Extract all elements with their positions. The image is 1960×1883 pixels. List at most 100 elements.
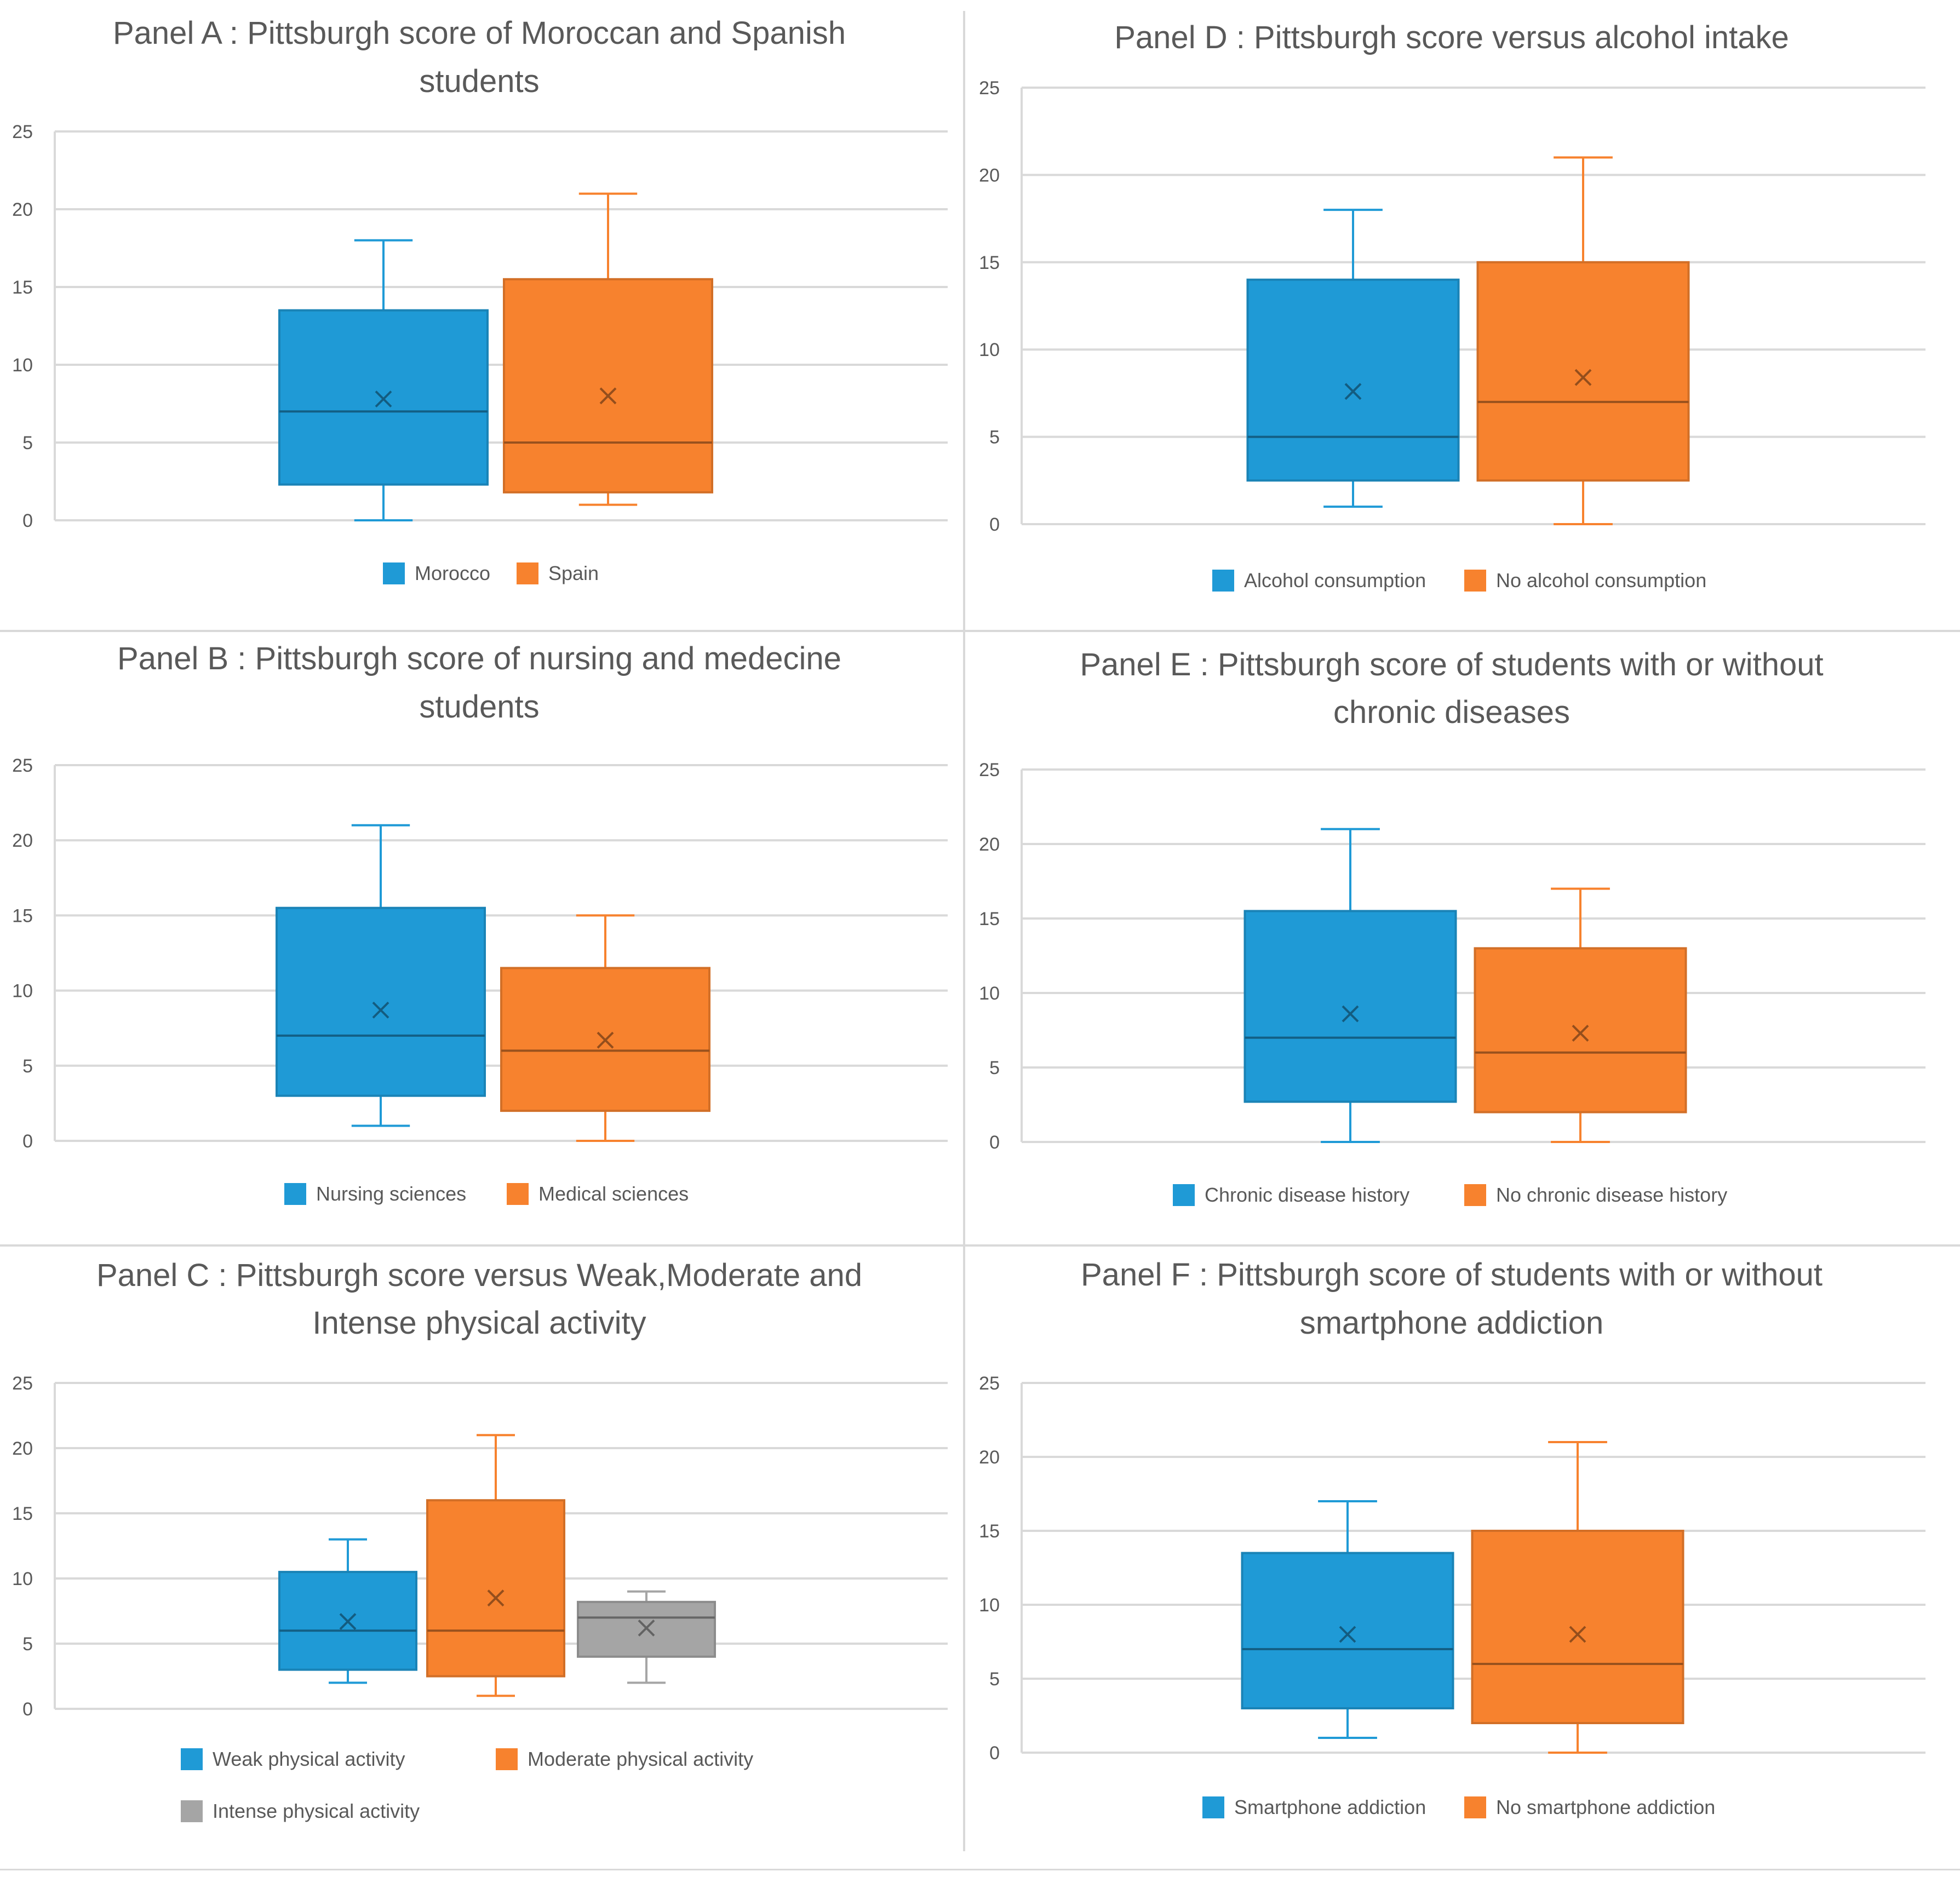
panel-e-ytick-label: 5 — [989, 1058, 1000, 1078]
panel-d-title-line: Panel D : Pittsburgh score versus alcoho… — [1114, 20, 1789, 55]
panel-a-ytick-label: 20 — [12, 199, 33, 220]
panel-d-ytick-label: 15 — [979, 252, 1000, 273]
panel-c-ytick-label: 5 — [22, 1634, 33, 1655]
panel-d-legend-swatch — [1464, 570, 1486, 592]
panel-b-ytick-label: 10 — [12, 981, 33, 1002]
panel-a-legend-label: Spain — [548, 562, 599, 584]
panel-a-legend-swatch — [517, 562, 538, 584]
panel-d-box-1 — [1476, 156, 1690, 525]
panel-b-box-1 — [500, 914, 710, 1142]
panel-e-chart: Panel E : Pittsburgh score of students w… — [967, 635, 1953, 1238]
panel-f-iqr-box — [1471, 1530, 1684, 1724]
panel-d-mean-marker — [1344, 383, 1362, 400]
panel-c-svg: Panel C : Pittsburgh score versus Weak,M… — [12, 1258, 948, 1822]
panel-e-mean-marker — [1572, 1025, 1589, 1042]
panel-d-iqr-box — [1246, 278, 1460, 482]
panel-b-chart: Panel B : Pittsburgh score of nursing an… — [0, 635, 959, 1238]
panel-a-legend-label: Morocco — [415, 562, 490, 584]
panel-e-ytick-label: 20 — [979, 834, 1000, 855]
panel-d-legend-label: No alcohol consumption — [1496, 569, 1706, 592]
panel-a-legend-swatch — [383, 562, 405, 584]
panel-d-box-0 — [1246, 209, 1460, 508]
panel-f-iqr-box — [1241, 1552, 1454, 1709]
panel-e-ytick-label: 15 — [979, 909, 1000, 929]
panel-e-ytick-label: 25 — [979, 760, 1000, 780]
panel-f-ytick-label: 0 — [989, 1743, 1000, 1764]
panel-c-title-line: Panel C : Pittsburgh score versus Weak,M… — [96, 1258, 862, 1293]
panel-b-title-line: students — [419, 689, 539, 725]
panel-d-ytick-label: 5 — [989, 427, 1000, 448]
panel-e-title-line: Panel E : Pittsburgh score of students w… — [1080, 647, 1823, 682]
vertical-divider — [963, 11, 965, 1851]
panel-f-box-0 — [1241, 1500, 1454, 1739]
horizontal-divider-2 — [0, 1244, 1960, 1247]
panel-f-ytick-label: 25 — [979, 1373, 1000, 1394]
panel-a-chart: Panel A : Pittsburgh score of Moroccan a… — [0, 0, 959, 630]
panel-b-legend-swatch — [507, 1183, 529, 1205]
panel-b-legend-label: Nursing sciences — [316, 1182, 466, 1205]
panel-b-mean-marker — [597, 1031, 614, 1049]
panel-f-svg: Panel F : Pittsburgh score of students w… — [979, 1257, 1925, 1818]
panel-c-box-0 — [278, 1538, 417, 1684]
panel-d-ytick-label: 0 — [989, 514, 1000, 535]
panel-a-box-0 — [278, 239, 489, 521]
panel-b-svg: Panel B : Pittsburgh score of nursing an… — [12, 641, 948, 1205]
panel-f-mean-marker — [1569, 1626, 1586, 1643]
panel-a-ytick-label: 5 — [22, 433, 33, 453]
panel-c-iqr-box — [426, 1499, 565, 1678]
panel-b-title-line: Panel B : Pittsburgh score of nursing an… — [117, 641, 841, 676]
panel-f-legend-label: Smartphone addiction — [1234, 1796, 1426, 1818]
panel-e-ytick-label: 10 — [979, 983, 1000, 1004]
panel-e-legend-swatch — [1464, 1184, 1486, 1206]
panel-c-chart: Panel C : Pittsburgh score versus Weak,M… — [0, 1249, 959, 1857]
panel-d-legend-swatch — [1212, 570, 1234, 592]
panel-b-ytick-label: 0 — [22, 1131, 33, 1152]
panel-f-ytick-label: 5 — [989, 1669, 1000, 1690]
panel-e-iqr-box — [1243, 910, 1457, 1103]
panel-f-title-line: smartphone addiction — [1300, 1305, 1604, 1341]
panel-b-ytick-label: 5 — [22, 1056, 33, 1077]
panel-c-ytick-label: 10 — [12, 1569, 33, 1589]
panel-c-legend-swatch — [181, 1800, 203, 1822]
panel-d-svg: Panel D : Pittsburgh score versus alcoho… — [979, 20, 1925, 592]
panel-c-ytick-label: 0 — [22, 1699, 33, 1720]
panel-a-title-line: students — [419, 64, 539, 99]
panel-c-mean-marker — [339, 1613, 357, 1630]
panel-a-ytick-label: 0 — [22, 510, 33, 531]
panel-c-legend-label: Weak physical activity — [213, 1748, 405, 1770]
panel-d-ytick-label: 20 — [979, 165, 1000, 186]
panel-a-iqr-box — [278, 309, 489, 486]
panel-c-legend-label: Intense physical activity — [213, 1800, 420, 1822]
panel-c-legend-label: Moderate physical activity — [528, 1748, 753, 1770]
panel-d-chart: Panel D : Pittsburgh score versus alcoho… — [967, 0, 1953, 630]
panel-b-iqr-box — [276, 906, 486, 1097]
panel-a-ytick-label: 10 — [12, 355, 33, 376]
panel-f-ytick-label: 15 — [979, 1521, 1000, 1542]
panel-a-iqr-box — [503, 278, 713, 493]
panel-a-title-line: Panel A : Pittsburgh score of Moroccan a… — [113, 15, 846, 51]
panel-e-legend-swatch — [1173, 1184, 1195, 1206]
panel-f-mean-marker — [1339, 1626, 1356, 1643]
panel-d-legend-label: Alcohol consumption — [1244, 569, 1426, 592]
panel-f-ytick-label: 20 — [979, 1447, 1000, 1468]
panel-a-mean-marker — [599, 387, 617, 405]
panel-c-ytick-label: 25 — [12, 1373, 33, 1394]
panel-f-title-line: Panel F : Pittsburgh score of students w… — [1081, 1257, 1823, 1293]
panel-c-mean-marker — [638, 1620, 655, 1637]
panel-e-legend-label: Chronic disease history — [1205, 1184, 1409, 1206]
panel-c-legend-swatch — [181, 1748, 203, 1770]
panel-d-mean-marker — [1574, 369, 1592, 386]
panel-b-ytick-label: 15 — [12, 905, 33, 926]
panel-f-legend-swatch — [1464, 1796, 1486, 1818]
panel-b-ytick-label: 25 — [12, 755, 33, 776]
panel-e-legend-label: No chronic disease history — [1496, 1184, 1727, 1206]
panel-c-box-1 — [426, 1434, 565, 1697]
panel-a-svg: Panel A : Pittsburgh score of Moroccan a… — [12, 15, 948, 584]
panel-b-mean-marker — [372, 1001, 389, 1019]
panel-f-legend-swatch — [1202, 1796, 1224, 1818]
panel-c-ytick-label: 20 — [12, 1438, 33, 1459]
panel-f-legend-label: No smartphone addiction — [1496, 1796, 1715, 1818]
panel-c-title-line: Intense physical activity — [312, 1305, 646, 1341]
panel-a-mean-marker — [375, 391, 392, 407]
panel-e-iqr-box — [1474, 947, 1687, 1113]
